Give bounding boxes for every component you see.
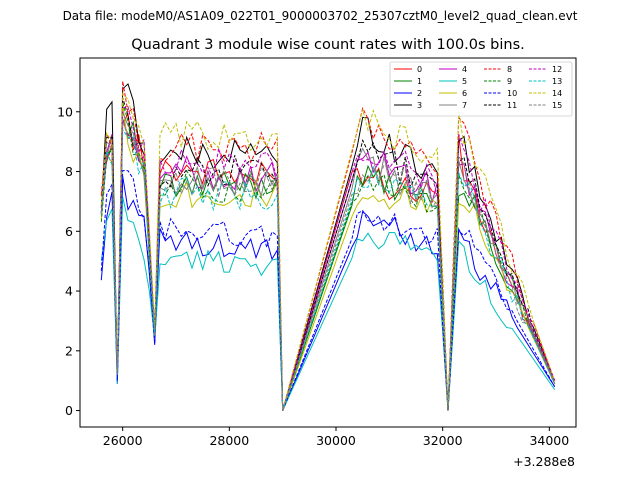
legend-label-12: 12 bbox=[552, 65, 562, 74]
series-line-6 bbox=[100, 103, 556, 411]
series-line-2 bbox=[100, 176, 556, 411]
legend-label-6: 6 bbox=[462, 89, 467, 98]
series-line-5 bbox=[100, 196, 556, 411]
y-tick-label: 8 bbox=[65, 164, 73, 179]
series-layer bbox=[100, 81, 556, 411]
legend-label-11: 11 bbox=[507, 101, 517, 110]
x-tick-label: 28000 bbox=[209, 433, 249, 448]
y-ticks: 0 2 4 6 8 10 bbox=[57, 104, 80, 418]
legend-label-0: 0 bbox=[417, 65, 422, 74]
x-tick-label: 26000 bbox=[103, 433, 143, 448]
figure-suptitle: Data file: modeM0/AS1A09_022T01_90000037… bbox=[63, 9, 578, 23]
series-line-15 bbox=[100, 119, 556, 411]
plot-frame bbox=[79, 57, 577, 428]
x-ticks: 26000 28000 30000 32000 34000 bbox=[103, 427, 569, 448]
series-line-13 bbox=[100, 128, 556, 411]
series-line-8 bbox=[100, 81, 556, 411]
legend-label-8: 8 bbox=[507, 65, 512, 74]
legend-label-9: 9 bbox=[507, 77, 512, 86]
legend-label-5: 5 bbox=[462, 77, 467, 86]
x-tick-label: 32000 bbox=[423, 433, 463, 448]
legend-label-7: 7 bbox=[462, 101, 467, 110]
series-line-11 bbox=[100, 97, 556, 411]
legend-label-15: 15 bbox=[552, 101, 562, 110]
legend-label-2: 2 bbox=[417, 89, 422, 98]
legend-label-10: 10 bbox=[507, 89, 517, 98]
legend-label-1: 1 bbox=[417, 77, 422, 86]
series-line-3 bbox=[100, 83, 556, 411]
legend-label-13: 13 bbox=[552, 77, 562, 86]
y-tick-label: 6 bbox=[65, 224, 73, 239]
axes-layer bbox=[79, 57, 577, 428]
x-tick-label: 34000 bbox=[529, 433, 569, 448]
series-line-12 bbox=[100, 106, 556, 411]
series-line-14 bbox=[100, 92, 556, 411]
legend-label-14: 14 bbox=[552, 89, 562, 98]
legend-label-3: 3 bbox=[417, 101, 422, 110]
y-tick-label: 4 bbox=[65, 284, 73, 299]
series-line-7 bbox=[100, 111, 556, 411]
y-tick-label: 10 bbox=[57, 104, 73, 119]
chart-title: Quadrant 3 module wise count rates with … bbox=[131, 37, 525, 53]
y-tick-label: 2 bbox=[65, 343, 73, 358]
series-line-10 bbox=[100, 170, 556, 411]
legend-label-4: 4 bbox=[462, 65, 467, 74]
x-offset-label: +3.288e8 bbox=[513, 454, 575, 469]
y-tick-label: 0 bbox=[65, 403, 73, 418]
legend-box bbox=[389, 61, 573, 117]
x-tick-label: 30000 bbox=[316, 433, 356, 448]
